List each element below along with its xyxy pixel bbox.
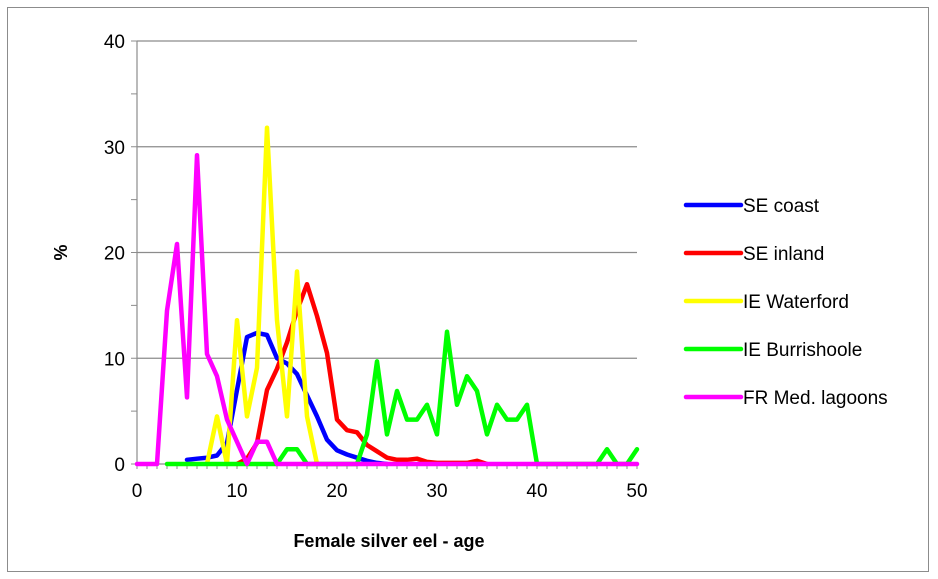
y-tick-labels: 0 10 20 30 40: [104, 32, 125, 476]
x-tick-label: 50: [626, 481, 647, 502]
series-line-fr-med-lagoons: [134, 152, 640, 467]
x-tick-label: 30: [426, 481, 447, 502]
legend: SE coast SE inland IE Waterford IE Burrisho…: [683, 196, 888, 409]
x-tick-label: 10: [226, 481, 247, 502]
legend-label-se-inland: SE inland: [743, 244, 824, 265]
x-tick-label: 20: [326, 481, 347, 502]
chart-frame: [7, 7, 929, 572]
y-tick-label: 40: [104, 32, 125, 53]
series-line-ie-waterford: [204, 125, 320, 467]
y-axis-label: %: [51, 244, 71, 260]
x-tick-label: 40: [526, 481, 547, 502]
x-tick-labels: 0 10 20 30 40 50: [132, 481, 648, 502]
legend-label-fr-med-lagoons: FR Med. lagoons: [743, 388, 888, 409]
y-tick-label: 0: [114, 455, 125, 476]
y-tick-label: 30: [104, 138, 125, 159]
series-line-se-coast: [184, 330, 390, 467]
legend-label-ie-waterford: IE Waterford: [743, 292, 849, 313]
legend-label-ie-burrishoole: IE Burrishoole: [743, 340, 862, 361]
x-axis-label: Female silver eel - age: [293, 531, 484, 551]
gridlines: [137, 40, 637, 359]
y-tick-label: 10: [104, 349, 125, 370]
x-tick-label: 0: [132, 481, 143, 502]
legend-label-se-coast: SE coast: [743, 196, 820, 217]
y-tick-label: 20: [104, 244, 125, 265]
series-lines: [134, 125, 640, 467]
